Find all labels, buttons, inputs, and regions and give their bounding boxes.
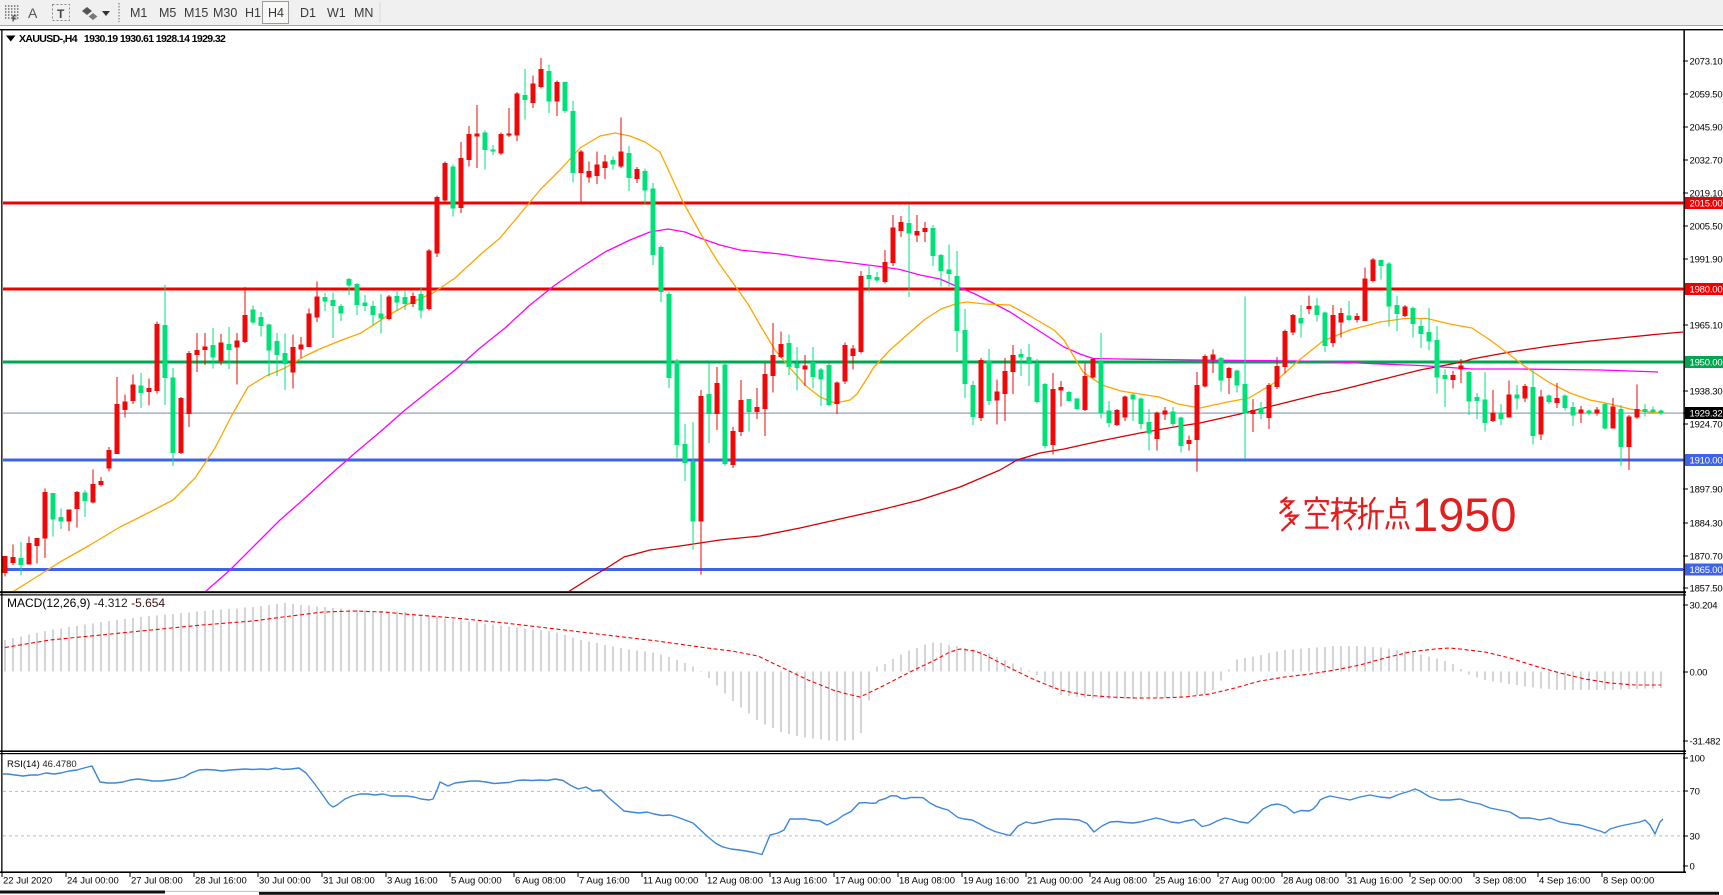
svg-text:25 Aug 16:00: 25 Aug 16:00 bbox=[1155, 876, 1211, 887]
svg-text:21 Aug 00:00: 21 Aug 00:00 bbox=[1027, 876, 1083, 887]
svg-text:28 Aug 08:00: 28 Aug 08:00 bbox=[1283, 876, 1339, 887]
svg-text:MN: MN bbox=[354, 6, 373, 20]
svg-text:A: A bbox=[28, 5, 38, 21]
svg-text:31 Jul 08:00: 31 Jul 08:00 bbox=[323, 876, 375, 887]
svg-text:M5: M5 bbox=[159, 6, 176, 20]
svg-text:12 Aug 08:00: 12 Aug 08:00 bbox=[707, 876, 763, 887]
svg-text:1870.70: 1870.70 bbox=[1690, 552, 1723, 563]
svg-text:F: F bbox=[12, 15, 17, 24]
svg-text:1950: 1950 bbox=[1412, 488, 1517, 541]
svg-text:H4: H4 bbox=[268, 6, 284, 20]
svg-text:1950.00: 1950.00 bbox=[1690, 358, 1723, 369]
svg-text:W1: W1 bbox=[327, 6, 346, 20]
svg-text:M30: M30 bbox=[213, 6, 237, 20]
svg-text:3 Sep 08:00: 3 Sep 08:00 bbox=[1475, 876, 1526, 887]
svg-text:T: T bbox=[57, 7, 65, 21]
svg-text:2015.00: 2015.00 bbox=[1690, 199, 1723, 210]
svg-text:30.204: 30.204 bbox=[1690, 601, 1718, 612]
svg-text:1865.00: 1865.00 bbox=[1690, 565, 1723, 576]
svg-text:1924.70: 1924.70 bbox=[1690, 420, 1723, 431]
svg-text:22 Jul 2020: 22 Jul 2020 bbox=[3, 876, 52, 887]
svg-text:100: 100 bbox=[1690, 754, 1705, 765]
svg-text:11 Aug 00:00: 11 Aug 00:00 bbox=[643, 876, 698, 887]
svg-text:1897.90: 1897.90 bbox=[1690, 485, 1723, 496]
svg-text:3 Aug 16:00: 3 Aug 16:00 bbox=[387, 876, 438, 887]
svg-text:XAUUSD-,H4 1930.19 1930.61 19: XAUUSD-,H4 1930.19 1930.61 1928.14 1929.… bbox=[19, 33, 226, 45]
svg-text:30: 30 bbox=[1690, 832, 1700, 843]
svg-text:-31.482: -31.482 bbox=[1690, 737, 1721, 748]
svg-text:13 Aug 16:00: 13 Aug 16:00 bbox=[771, 876, 827, 887]
svg-text:2019.10: 2019.10 bbox=[1690, 189, 1723, 200]
svg-text:2059.50: 2059.50 bbox=[1690, 90, 1723, 101]
svg-text:M15: M15 bbox=[184, 6, 208, 20]
svg-text:1910.00: 1910.00 bbox=[1690, 456, 1723, 467]
svg-text:5 Aug 00:00: 5 Aug 00:00 bbox=[451, 876, 502, 887]
svg-text:0: 0 bbox=[1690, 862, 1695, 873]
svg-text:1929.32: 1929.32 bbox=[1690, 409, 1723, 420]
svg-text:2045.90: 2045.90 bbox=[1690, 123, 1723, 134]
svg-text:7 Aug 16:00: 7 Aug 16:00 bbox=[579, 876, 630, 887]
svg-text:2032.70: 2032.70 bbox=[1690, 156, 1723, 167]
svg-text:2 Sep 00:00: 2 Sep 00:00 bbox=[1411, 876, 1462, 887]
svg-text:1980.00: 1980.00 bbox=[1690, 285, 1723, 296]
svg-text:27 Aug 00:00: 27 Aug 00:00 bbox=[1219, 876, 1275, 887]
svg-text:1991.90: 1991.90 bbox=[1690, 255, 1723, 266]
svg-text:2073.10: 2073.10 bbox=[1690, 57, 1723, 68]
svg-text:28 Jul 16:00: 28 Jul 16:00 bbox=[195, 876, 247, 887]
svg-text:1938.30: 1938.30 bbox=[1690, 387, 1723, 398]
svg-text:0.00: 0.00 bbox=[1690, 668, 1708, 679]
svg-text:27 Jul 08:00: 27 Jul 08:00 bbox=[131, 876, 183, 887]
svg-text:6 Aug 08:00: 6 Aug 08:00 bbox=[515, 876, 566, 887]
svg-text:H1: H1 bbox=[245, 6, 261, 20]
svg-text:18 Aug 08:00: 18 Aug 08:00 bbox=[899, 876, 955, 887]
svg-text:RSI(14) 46.4780: RSI(14) 46.4780 bbox=[7, 759, 77, 770]
svg-text:30 Jul 00:00: 30 Jul 00:00 bbox=[259, 876, 311, 887]
svg-text:1857.50: 1857.50 bbox=[1690, 584, 1723, 595]
svg-text:MACD(12,26,9) -4.312 -5.654: MACD(12,26,9) -4.312 -5.654 bbox=[7, 596, 165, 610]
svg-text:70: 70 bbox=[1690, 787, 1700, 798]
svg-text:D1: D1 bbox=[300, 6, 316, 20]
svg-text:M1: M1 bbox=[130, 6, 147, 20]
svg-text:4 Sep 16:00: 4 Sep 16:00 bbox=[1539, 876, 1590, 887]
svg-text:1965.10: 1965.10 bbox=[1690, 321, 1723, 332]
svg-text:8 Sep 00:00: 8 Sep 00:00 bbox=[1603, 876, 1654, 887]
svg-text:2005.50: 2005.50 bbox=[1690, 222, 1723, 233]
svg-text:24 Aug 08:00: 24 Aug 08:00 bbox=[1091, 876, 1147, 887]
svg-text:17 Aug 00:00: 17 Aug 00:00 bbox=[835, 876, 891, 887]
svg-text:19 Aug 16:00: 19 Aug 16:00 bbox=[963, 876, 1019, 887]
svg-text:24 Jul 00:00: 24 Jul 00:00 bbox=[67, 876, 119, 887]
svg-text:1884.30: 1884.30 bbox=[1690, 519, 1723, 530]
svg-text:31 Aug 16:00: 31 Aug 16:00 bbox=[1347, 876, 1403, 887]
